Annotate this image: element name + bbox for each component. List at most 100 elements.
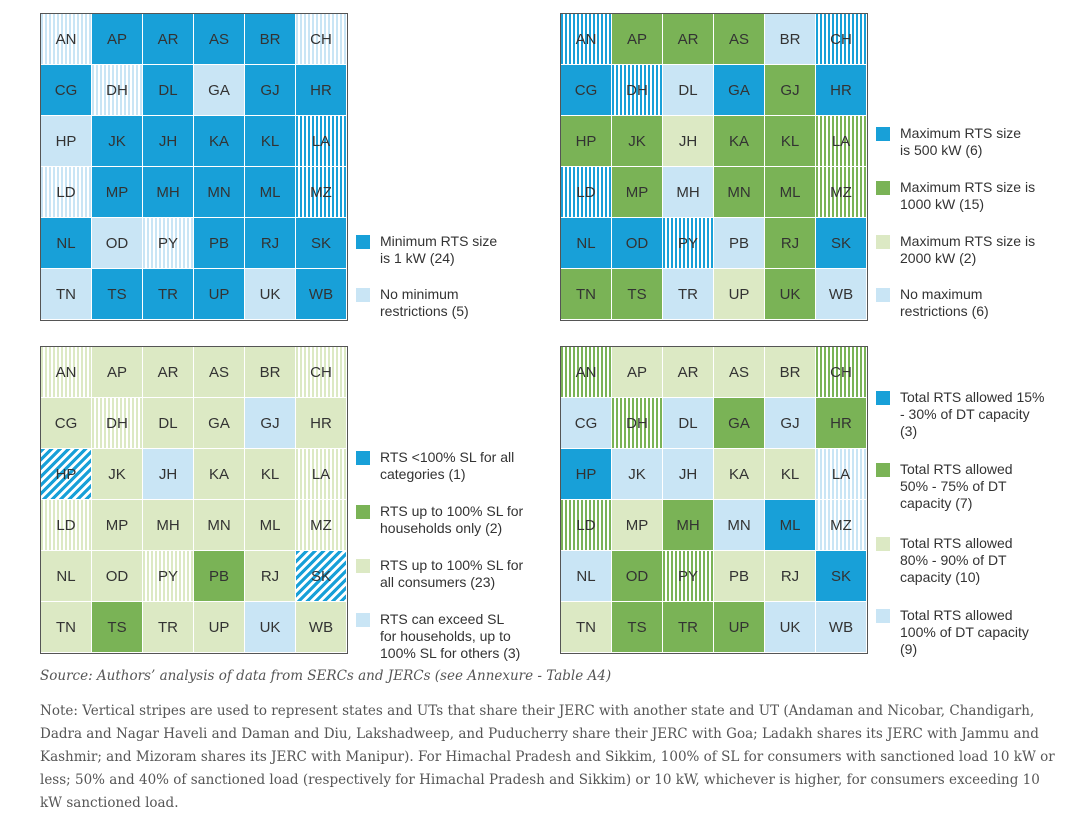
source-text: Source: Authors’ analysis of data from S… (40, 668, 612, 684)
tile-gj: GJ (765, 398, 816, 449)
tile-up: UP (714, 269, 765, 320)
legend-label: RTS can exceed SL for households, up to … (380, 611, 521, 661)
tile-hr: HR (816, 398, 867, 449)
tile-up: UP (194, 269, 245, 320)
tile-uk: UK (765, 602, 816, 653)
tile-gj: GJ (245, 398, 296, 449)
tile-kl: KL (245, 449, 296, 500)
tile-mn: MN (194, 167, 245, 218)
legend-label: No minimum restrictions (5) (380, 286, 469, 319)
tile-uk: UK (245, 269, 296, 320)
tile-od: OD (612, 218, 663, 269)
tile-tn: TN (41, 269, 92, 320)
tile-hr: HR (816, 65, 867, 116)
legend-label: Minimum RTS size is 1 kW (24) (380, 233, 498, 266)
tile-br: BR (245, 14, 296, 65)
legend-swatch (876, 235, 890, 249)
legend-item: Total RTS allowed 50% - 75% of DT capaci… (876, 461, 1013, 512)
tile-sk: SK (816, 551, 867, 602)
tile-tn: TN (561, 269, 612, 320)
tile-as: AS (194, 347, 245, 398)
tile-ts: TS (92, 602, 143, 653)
legend-item: RTS up to 100% SL for all consumers (23) (356, 557, 523, 591)
tile-py: PY (663, 218, 714, 269)
tile-hr: HR (296, 398, 347, 449)
legend-swatch (356, 559, 370, 573)
tile-ts: TS (612, 269, 663, 320)
tile-ka: KA (714, 116, 765, 167)
tile-nl: NL (561, 551, 612, 602)
legend-swatch (356, 613, 370, 627)
tile-ld: LD (41, 500, 92, 551)
tile-kl: KL (765, 116, 816, 167)
tile-hp: HP (561, 449, 612, 500)
tile-ar: AR (143, 347, 194, 398)
tile-la: LA (816, 449, 867, 500)
tile-dh: DH (612, 398, 663, 449)
tile-ts: TS (92, 269, 143, 320)
tile-rj: RJ (245, 218, 296, 269)
legend-label: Total RTS allowed 100% of DT capacity (9… (900, 607, 1029, 657)
tile-ch: CH (816, 347, 867, 398)
legend-swatch (356, 505, 370, 519)
legend-swatch (876, 609, 890, 623)
tile-jh: JH (663, 449, 714, 500)
tile-tr: TR (663, 602, 714, 653)
tile-ml: ML (245, 167, 296, 218)
tile-ch: CH (296, 14, 347, 65)
tile-up: UP (194, 602, 245, 653)
tile-od: OD (612, 551, 663, 602)
tile-an: AN (41, 347, 92, 398)
state-grid: AN AP AR AS BR CH CG DH DL GA GJ HR HP JK JH KA KL LA LD MP… (560, 346, 868, 654)
tile-ml: ML (765, 500, 816, 551)
tile-hp: HP (41, 116, 92, 167)
tile-ga: GA (194, 65, 245, 116)
tile-ml: ML (245, 500, 296, 551)
tile-hr: HR (296, 65, 347, 116)
tile-dh: DH (92, 65, 143, 116)
tile-rj: RJ (765, 551, 816, 602)
tile-gj: GJ (245, 65, 296, 116)
tile-pb: PB (194, 551, 245, 602)
tile-br: BR (765, 347, 816, 398)
legend-label: RTS <100% SL for all categories (1) (380, 449, 515, 482)
tile-cg: CG (561, 65, 612, 116)
tile-ga: GA (714, 398, 765, 449)
tile-la: LA (296, 116, 347, 167)
tile-mh: MH (143, 500, 194, 551)
tile-nl: NL (561, 218, 612, 269)
tile-dh: DH (92, 398, 143, 449)
tile-ap: AP (92, 347, 143, 398)
tile-jh: JH (143, 449, 194, 500)
tile-cg: CG (561, 398, 612, 449)
tile-mp: MP (612, 167, 663, 218)
tile-sk: SK (296, 551, 347, 602)
tile-py: PY (663, 551, 714, 602)
legend-label: Maximum RTS size is 2000 kW (2) (900, 233, 1036, 266)
tile-ka: KA (194, 116, 245, 167)
legend-label: Maximum RTS size is 1000 kW (15) (900, 179, 1036, 212)
legend-item: Maximum RTS size is 2000 kW (2) (876, 233, 1035, 267)
tile-la: LA (816, 116, 867, 167)
tile-mh: MH (663, 500, 714, 551)
legend-swatch (876, 127, 890, 141)
tile-mh: MH (663, 167, 714, 218)
tile-sk: SK (816, 218, 867, 269)
tile-jh: JH (143, 116, 194, 167)
tile-mp: MP (92, 167, 143, 218)
tile-pb: PB (194, 218, 245, 269)
tile-ts: TS (612, 602, 663, 653)
tile-jk: JK (92, 116, 143, 167)
tile-wb: WB (816, 602, 867, 653)
tile-dh: DH (612, 65, 663, 116)
tile-jh: JH (663, 116, 714, 167)
tile-tr: TR (143, 269, 194, 320)
legend-item: Maximum RTS size is 1000 kW (15) (876, 179, 1035, 213)
tile-gj: GJ (765, 65, 816, 116)
legend-item: RTS up to 100% SL for households only (2… (356, 503, 523, 537)
tile-mz: MZ (816, 500, 867, 551)
tile-rj: RJ (245, 551, 296, 602)
tile-ap: AP (612, 14, 663, 65)
tile-mz: MZ (296, 167, 347, 218)
tile-as: AS (194, 14, 245, 65)
